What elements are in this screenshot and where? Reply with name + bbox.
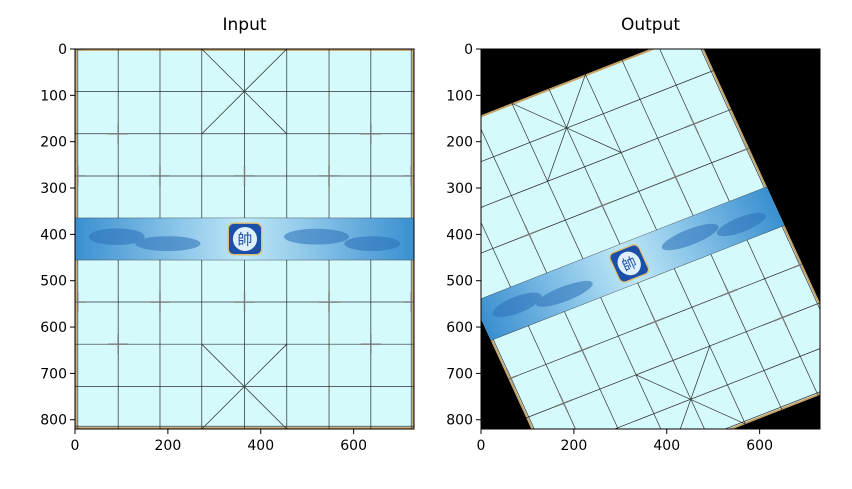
- y-tick-label: 500: [40, 274, 67, 290]
- y-tick-label: 100: [446, 88, 473, 104]
- y-tick-label: 400: [446, 227, 473, 243]
- y-tick-label: 400: [40, 227, 67, 243]
- y-tick-label: 100: [40, 88, 67, 104]
- x-tick-label: 200: [155, 438, 182, 454]
- y-tick-label: 600: [446, 320, 473, 336]
- y-tick-label: 700: [40, 366, 67, 382]
- y-tick-label: 0: [464, 42, 473, 58]
- output-image: [481, 49, 820, 429]
- x-tick-label: 200: [561, 438, 588, 454]
- y-tick-label: 700: [446, 366, 473, 382]
- output-axes-frame: [480, 48, 821, 430]
- y-tick-label: 0: [58, 42, 67, 58]
- input-panel-title: Input: [222, 15, 267, 35]
- x-tick-label: 0: [71, 438, 80, 454]
- x-tick-label: 400: [653, 438, 680, 454]
- y-tick-label: 600: [40, 320, 67, 336]
- x-tick-label: 0: [477, 438, 486, 454]
- y-tick-label: 200: [40, 135, 67, 151]
- input-axes-frame: [74, 48, 415, 430]
- y-tick-label: 800: [40, 413, 67, 429]
- x-tick-label: 600: [746, 438, 773, 454]
- y-tick-label: 200: [446, 135, 473, 151]
- x-tick-label: 600: [340, 438, 367, 454]
- output-panel-title: Output: [620, 15, 681, 35]
- y-tick-label: 800: [446, 413, 473, 429]
- input-image: [75, 49, 414, 429]
- y-tick-label: 500: [446, 274, 473, 290]
- y-tick-label: 300: [446, 181, 473, 197]
- y-tick-label: 300: [40, 181, 67, 197]
- x-tick-label: 400: [247, 438, 274, 454]
